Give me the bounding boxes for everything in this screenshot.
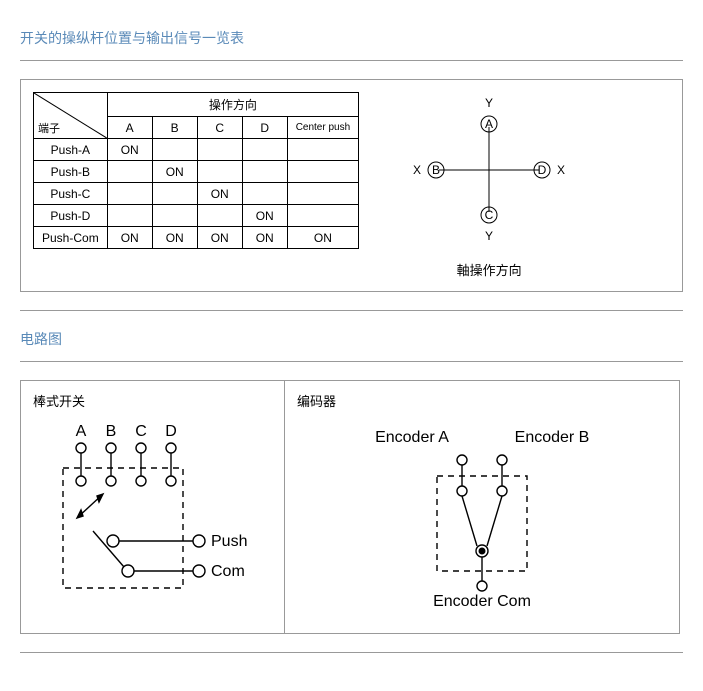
table-row: Push-B ON — [34, 161, 359, 183]
cell — [152, 183, 197, 205]
section1-title: 开关的操纵杆位置与输出信号一览表 — [20, 28, 683, 48]
svg-text:A: A — [76, 423, 87, 440]
cell — [152, 139, 197, 161]
cell: ON — [107, 227, 152, 249]
col-D: D — [242, 117, 287, 139]
table-row: Push-Com ON ON ON ON ON — [34, 227, 359, 249]
group-header: 操作方向 — [107, 93, 358, 117]
cell: ON — [197, 183, 242, 205]
table-row: Push-C ON — [34, 183, 359, 205]
cell — [197, 139, 242, 161]
cell — [287, 139, 358, 161]
cell — [197, 161, 242, 183]
row-name: Push-D — [34, 205, 108, 227]
cell: ON — [242, 227, 287, 249]
cell — [287, 161, 358, 183]
svg-text:Encoder A: Encoder A — [375, 429, 449, 446]
row-name: Push-A — [34, 139, 108, 161]
divider — [20, 60, 683, 61]
col-A: A — [107, 117, 152, 139]
divider — [20, 361, 683, 362]
svg-text:Encoder Com: Encoder Com — [433, 593, 531, 610]
table-header-group: 端子 操作方向 — [34, 93, 359, 117]
col-center: Center push — [287, 117, 358, 139]
svg-text:D: D — [165, 423, 177, 440]
axis-y-bottom: Y — [485, 229, 493, 243]
svg-text:Com: Com — [211, 563, 245, 580]
encoder-diagram: Encoder A Encoder B Encoder Com — [297, 416, 667, 616]
axis-caption: 軸操作方向 — [389, 260, 589, 279]
encoder-title: 编码器 — [297, 391, 667, 410]
stick-switch-diagram: A B C D — [33, 416, 273, 616]
cell: ON — [287, 227, 358, 249]
corner-cell: 端子 — [34, 93, 108, 139]
cell — [287, 183, 358, 205]
cell: ON — [197, 227, 242, 249]
col-C: C — [197, 117, 242, 139]
svg-text:Push: Push — [211, 533, 247, 550]
cell — [107, 183, 152, 205]
axis-x-right: X — [557, 163, 565, 177]
stick-switch-panel: 棒式开关 A B C D — [20, 380, 285, 634]
cell — [197, 205, 242, 227]
axis-b: B — [432, 163, 440, 177]
section2-title: 电路图 — [20, 329, 683, 349]
stick-switch-title: 棒式开关 — [33, 391, 272, 410]
svg-text:C: C — [135, 423, 147, 440]
cell: ON — [242, 205, 287, 227]
row-name: Push-Com — [34, 227, 108, 249]
axis-a: A — [485, 117, 493, 131]
axis-c: C — [485, 208, 494, 222]
encoder-panel: 编码器 Encoder A Encoder B Encoder Com — [285, 380, 680, 634]
cell — [107, 161, 152, 183]
cell — [242, 161, 287, 183]
row-name: Push-C — [34, 183, 108, 205]
cell — [152, 205, 197, 227]
axis-y-top: Y — [485, 96, 493, 110]
cell — [107, 205, 152, 227]
axis-d: D — [538, 163, 547, 177]
cell — [242, 139, 287, 161]
cell — [287, 205, 358, 227]
svg-text:B: B — [106, 423, 117, 440]
divider — [20, 310, 683, 311]
corner-label: 端子 — [38, 120, 60, 136]
cell: ON — [152, 161, 197, 183]
signal-table: 端子 操作方向 A B C D Center push Push-A ON Pu… — [33, 92, 359, 249]
axis-x-left: X — [413, 163, 421, 177]
axis-diagram: Y Y X X A B C D 軸操作方向 — [389, 92, 589, 279]
cell — [242, 183, 287, 205]
svg-text:Encoder B: Encoder B — [515, 429, 590, 446]
cell: ON — [107, 139, 152, 161]
row-name: Push-B — [34, 161, 108, 183]
signal-panel: 端子 操作方向 A B C D Center push Push-A ON Pu… — [20, 79, 683, 292]
cell: ON — [152, 227, 197, 249]
table-row: Push-D ON — [34, 205, 359, 227]
table-row: Push-A ON — [34, 139, 359, 161]
col-B: B — [152, 117, 197, 139]
circuit-row: 棒式开关 A B C D — [20, 380, 683, 634]
divider — [20, 652, 683, 653]
